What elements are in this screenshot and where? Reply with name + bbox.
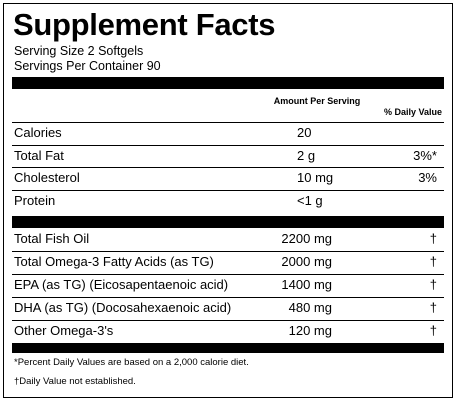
nutrient-name: Total Omega-3 Fatty Acids (as TG) [14,254,214,269]
nutrient-name: Total Fish Oil [14,231,90,246]
nutrient-name: Calories [14,125,62,140]
nutrient-name: EPA (as TG) (Eicosapentaenoic acid) [14,277,229,292]
daily-value: 3%* [413,147,437,163]
rule [12,144,444,146]
daily-value: 3% [418,170,437,185]
rule [12,189,444,191]
nutrient-name: Total Fat [14,147,64,163]
amount: 2200 mg [281,231,332,246]
rule [12,251,444,252]
thick-rule [12,77,444,89]
footnote: †Daily Value not established. [14,376,136,387]
amount: 2000 mg [281,254,332,269]
rule [12,122,444,123]
footnote: *Percent Daily Values are based on a 2,0… [14,357,249,368]
daily-value: † [429,277,437,292]
serving-size: Serving Size 2 Softgels [14,44,144,58]
amount: 120 mg [288,323,332,338]
nutrient-name: DHA (as TG) (Docosahexaenoic acid) [14,300,232,315]
amount: 480 mg [288,300,332,315]
nutrient-name: Other Omega-3's [14,323,114,338]
servings-per-container: Servings Per Container 90 [14,59,161,73]
amount: 1400 mg [281,277,332,292]
thick-rule [12,216,444,228]
title: Supplement Facts [13,7,276,42]
nutrient-name: Cholesterol [14,170,80,185]
nutrient-name: Protein [14,192,56,208]
amount: 2 g [297,147,316,163]
supplement-facts-label: Supplement Facts Serving Size 2 Softgels… [3,3,453,398]
daily-value: † [429,254,437,269]
daily-value: † [429,231,437,246]
daily-value-header: % Daily Value [383,107,442,117]
daily-value: † [429,323,437,338]
rule [12,167,444,168]
daily-value: † [429,300,437,315]
amount: 10 mg [297,170,334,185]
amount: 20 [297,125,312,140]
rule [12,297,444,298]
amount: <1 g [297,192,323,208]
rule [12,320,444,321]
thick-rule [12,343,444,353]
amount-header: Amount Per Serving [273,96,361,106]
rule [12,274,444,275]
